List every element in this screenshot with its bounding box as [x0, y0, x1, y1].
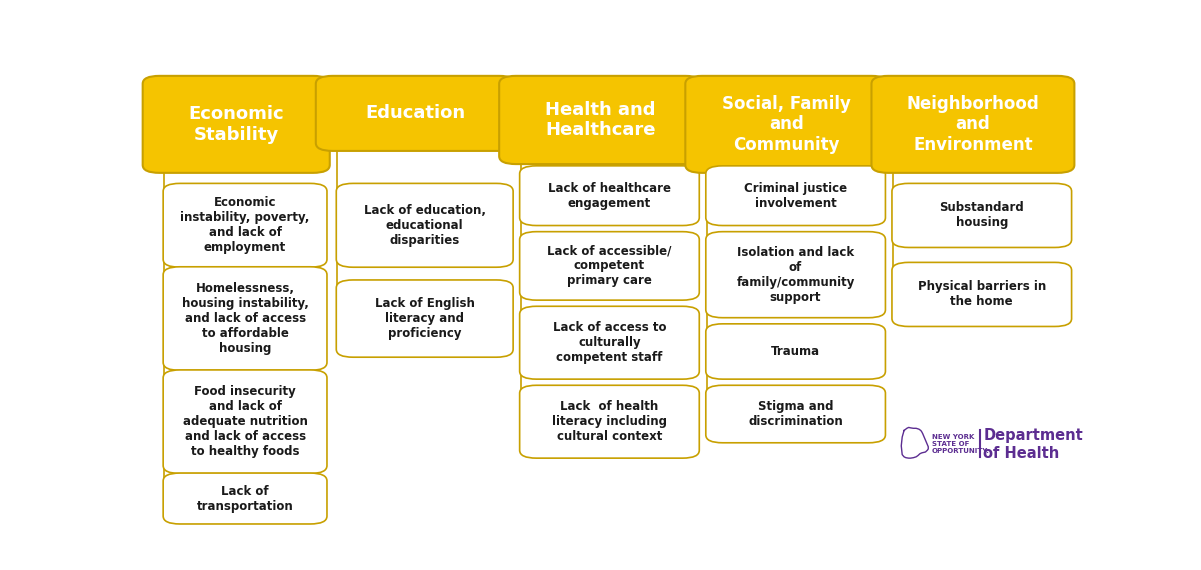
FancyBboxPatch shape	[336, 280, 513, 357]
Text: Isolation and lack
of
family/community
support: Isolation and lack of family/community s…	[736, 246, 855, 304]
Text: Food insecurity
and lack of
adequate nutrition
and lack of access
to healthy foo: Food insecurity and lack of adequate nut…	[183, 385, 307, 458]
FancyBboxPatch shape	[316, 76, 516, 151]
Text: Lack of healthcare
engagement: Lack of healthcare engagement	[548, 182, 671, 210]
FancyBboxPatch shape	[892, 184, 1071, 247]
Text: Lack of
transportation: Lack of transportation	[197, 484, 293, 512]
Text: Neighborhood
and
Environment: Neighborhood and Environment	[907, 95, 1039, 154]
Text: Social, Family
and
Community: Social, Family and Community	[722, 95, 852, 154]
FancyBboxPatch shape	[706, 324, 885, 379]
FancyBboxPatch shape	[686, 76, 889, 173]
FancyBboxPatch shape	[520, 385, 699, 458]
Text: Lack of access to
culturally
competent staff: Lack of access to culturally competent s…	[552, 321, 667, 364]
FancyBboxPatch shape	[892, 262, 1071, 327]
Text: Education: Education	[366, 104, 466, 123]
FancyBboxPatch shape	[163, 473, 327, 524]
FancyBboxPatch shape	[163, 370, 327, 474]
FancyBboxPatch shape	[143, 76, 330, 173]
Text: Health and
Healthcare: Health and Healthcare	[545, 100, 656, 140]
Text: Lack of English
literacy and
proficiency: Lack of English literacy and proficiency	[375, 297, 474, 340]
Text: Stigma and
discrimination: Stigma and discrimination	[748, 400, 843, 428]
FancyBboxPatch shape	[163, 267, 327, 370]
Text: Lack of accessible/
competent
primary care: Lack of accessible/ competent primary ca…	[548, 245, 671, 287]
Text: Economic
instability, poverty,
and lack of
employment: Economic instability, poverty, and lack …	[180, 196, 310, 254]
FancyBboxPatch shape	[872, 76, 1075, 173]
Text: Homelessness,
housing instability,
and lack of access
to affordable
housing: Homelessness, housing instability, and l…	[181, 282, 309, 355]
FancyBboxPatch shape	[706, 166, 885, 226]
Text: Trauma: Trauma	[771, 345, 820, 358]
FancyBboxPatch shape	[520, 306, 699, 379]
FancyBboxPatch shape	[336, 184, 513, 267]
Text: Lack of education,
educational
disparities: Lack of education, educational dispariti…	[364, 204, 485, 247]
Text: Criminal justice
involvement: Criminal justice involvement	[745, 182, 847, 210]
Text: Lack  of health
literacy including
cultural context: Lack of health literacy including cultur…	[552, 400, 667, 443]
FancyBboxPatch shape	[163, 184, 327, 267]
Text: Physical barriers in
the home: Physical barriers in the home	[918, 280, 1046, 308]
Text: Department
of Health: Department of Health	[984, 428, 1083, 461]
FancyBboxPatch shape	[706, 385, 885, 443]
Text: NEW YORK
STATE OF
OPPORTUNITY.: NEW YORK STATE OF OPPORTUNITY.	[932, 434, 990, 454]
FancyBboxPatch shape	[500, 76, 703, 164]
Text: Economic
Stability: Economic Stability	[189, 105, 283, 144]
FancyBboxPatch shape	[520, 166, 699, 226]
FancyBboxPatch shape	[706, 231, 885, 317]
Text: Substandard
housing: Substandard housing	[939, 201, 1024, 230]
FancyBboxPatch shape	[520, 231, 699, 300]
